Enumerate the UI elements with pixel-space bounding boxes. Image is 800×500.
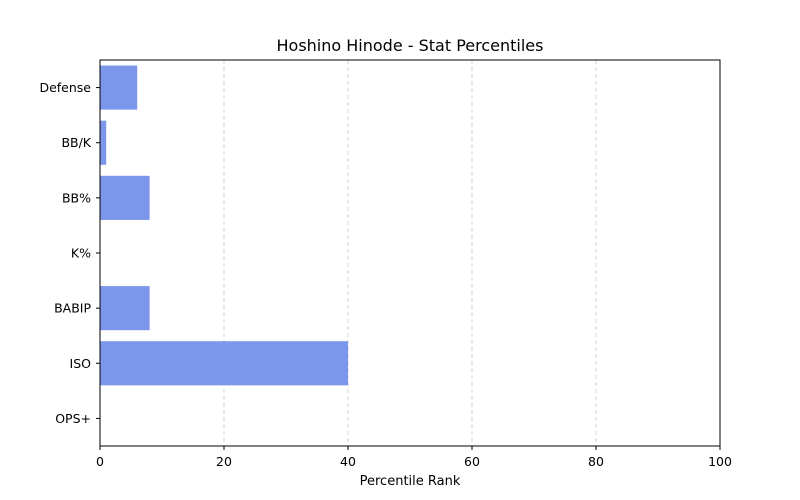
grid [223,60,597,446]
x-axis-label: Percentile Rank [360,474,461,489]
bar [100,120,107,165]
y-axis: Defense BB/K BB% K% BABIP ISO OPS+ [39,80,100,426]
x-tick-label: 40 [340,454,356,469]
x-tick-label: 0 [96,454,104,469]
bar [100,65,138,110]
y-tick-label: BB% [62,190,91,205]
x-tick-label: 100 [708,454,732,469]
bar [100,286,150,331]
y-tick-label: ISO [70,356,92,371]
x-tick-label: 80 [588,454,604,469]
y-tick-label: BB/K [61,135,91,150]
x-tick-label: 20 [216,454,232,469]
plot-frame [99,59,721,447]
y-tick-label: OPS+ [55,411,91,426]
y-tick-label: Defense [39,80,91,95]
bar [100,341,348,386]
y-tick-label: K% [71,246,91,261]
chart-title: Hoshino Hinode - Stat Percentiles [277,36,544,55]
y-tick-label: BABIP [54,301,91,316]
x-axis: 0 20 40 60 80 100 [96,446,732,469]
bar [100,175,150,220]
bars [100,65,348,386]
x-tick-label: 60 [464,454,480,469]
